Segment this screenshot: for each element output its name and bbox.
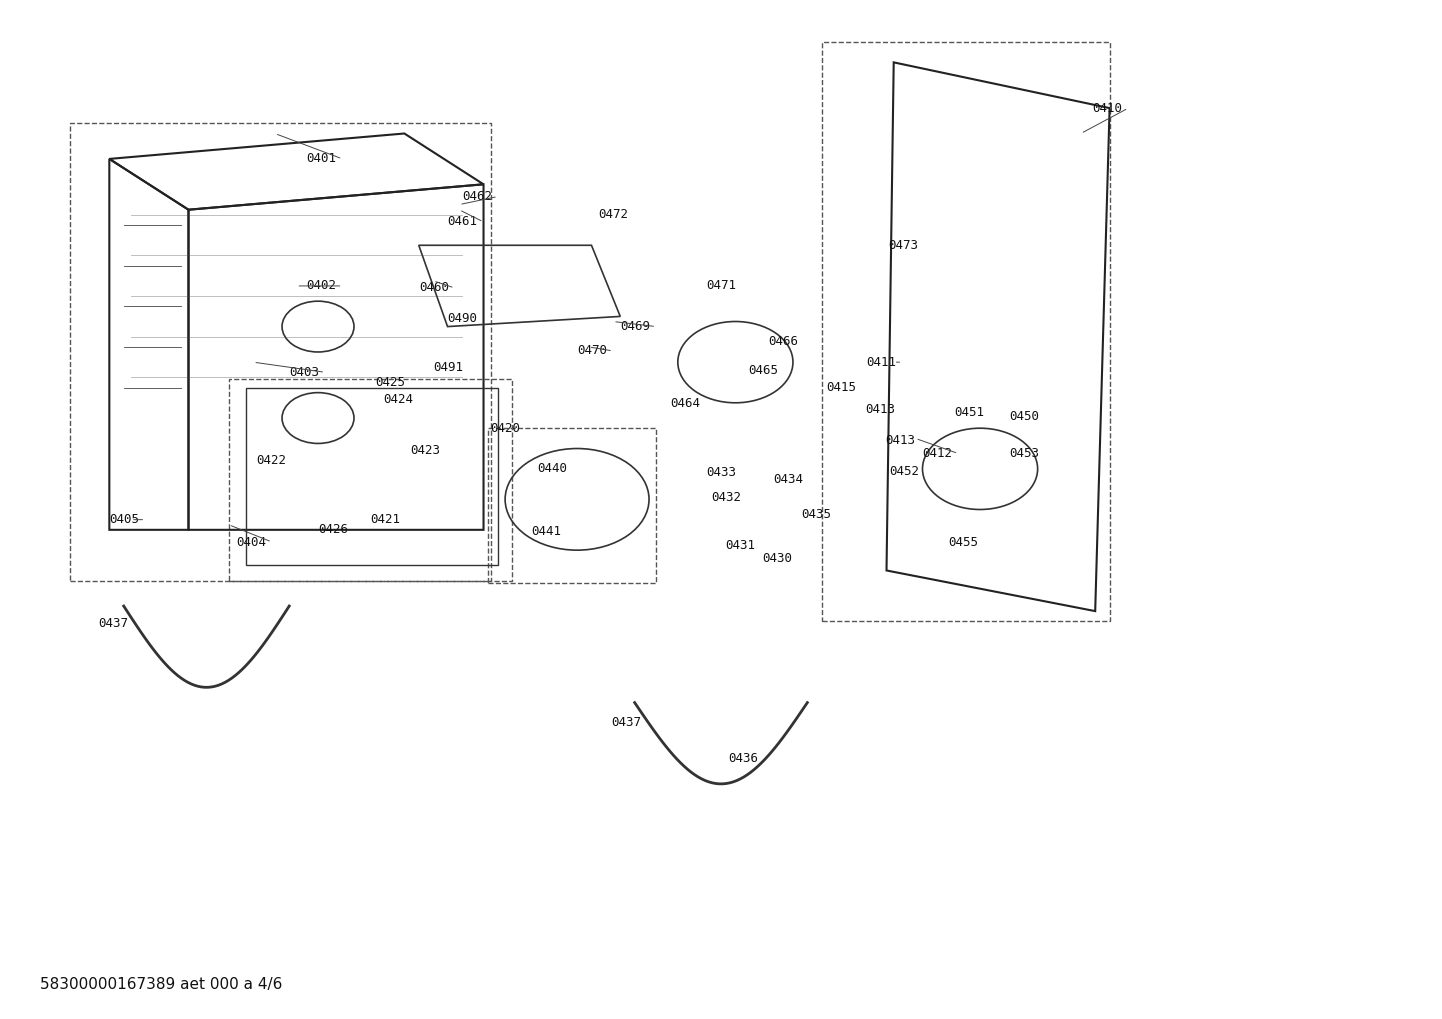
Text: 0469: 0469 bbox=[620, 320, 650, 333]
Text: 0420: 0420 bbox=[490, 422, 521, 435]
Text: 0440: 0440 bbox=[536, 463, 567, 475]
Text: 0404: 0404 bbox=[236, 536, 265, 548]
Text: 0436: 0436 bbox=[728, 752, 758, 765]
Text: 0473: 0473 bbox=[888, 238, 919, 252]
Text: 0455: 0455 bbox=[949, 536, 979, 548]
Text: 0415: 0415 bbox=[826, 381, 857, 394]
Text: 0471: 0471 bbox=[707, 279, 737, 292]
Text: 0472: 0472 bbox=[598, 208, 629, 221]
Text: 0403: 0403 bbox=[290, 366, 319, 379]
Text: 0425: 0425 bbox=[375, 376, 405, 389]
Text: 0401: 0401 bbox=[307, 153, 336, 165]
Text: 0413: 0413 bbox=[865, 404, 895, 417]
Text: 0410: 0410 bbox=[1093, 102, 1122, 114]
Text: 0424: 0424 bbox=[382, 393, 412, 407]
Text: 0437: 0437 bbox=[611, 716, 642, 730]
Text: 0464: 0464 bbox=[671, 397, 701, 411]
Text: 58300000167389 aet 000 a 4/6: 58300000167389 aet 000 a 4/6 bbox=[40, 977, 283, 993]
Text: 0423: 0423 bbox=[410, 444, 440, 458]
Text: 0432: 0432 bbox=[711, 491, 741, 503]
Text: 0451: 0451 bbox=[955, 407, 983, 420]
Text: 0411: 0411 bbox=[867, 356, 897, 369]
Text: 0433: 0433 bbox=[707, 467, 737, 479]
Text: 0462: 0462 bbox=[461, 190, 492, 203]
Text: 0461: 0461 bbox=[447, 215, 477, 228]
Text: 0421: 0421 bbox=[369, 514, 399, 526]
Text: 0434: 0434 bbox=[773, 473, 803, 485]
Text: 0426: 0426 bbox=[319, 524, 348, 536]
Text: 0465: 0465 bbox=[748, 364, 779, 377]
Text: 0412: 0412 bbox=[923, 447, 953, 461]
Text: 0452: 0452 bbox=[890, 466, 920, 478]
Text: 0460: 0460 bbox=[418, 281, 448, 294]
Text: 0450: 0450 bbox=[1009, 410, 1038, 423]
Text: 0431: 0431 bbox=[725, 539, 756, 551]
Text: 0413: 0413 bbox=[885, 434, 916, 447]
Text: 0405: 0405 bbox=[110, 514, 140, 526]
Text: 0437: 0437 bbox=[98, 616, 128, 630]
Text: 0435: 0435 bbox=[802, 508, 832, 521]
Text: 0441: 0441 bbox=[531, 526, 561, 538]
Text: 0466: 0466 bbox=[769, 335, 799, 348]
Text: 0402: 0402 bbox=[307, 279, 336, 292]
Text: 0430: 0430 bbox=[763, 551, 793, 565]
Text: 0453: 0453 bbox=[1009, 447, 1038, 461]
Text: 0490: 0490 bbox=[447, 312, 477, 325]
Text: 0470: 0470 bbox=[577, 344, 607, 358]
Text: 0422: 0422 bbox=[257, 454, 286, 468]
Text: 0491: 0491 bbox=[433, 361, 463, 374]
